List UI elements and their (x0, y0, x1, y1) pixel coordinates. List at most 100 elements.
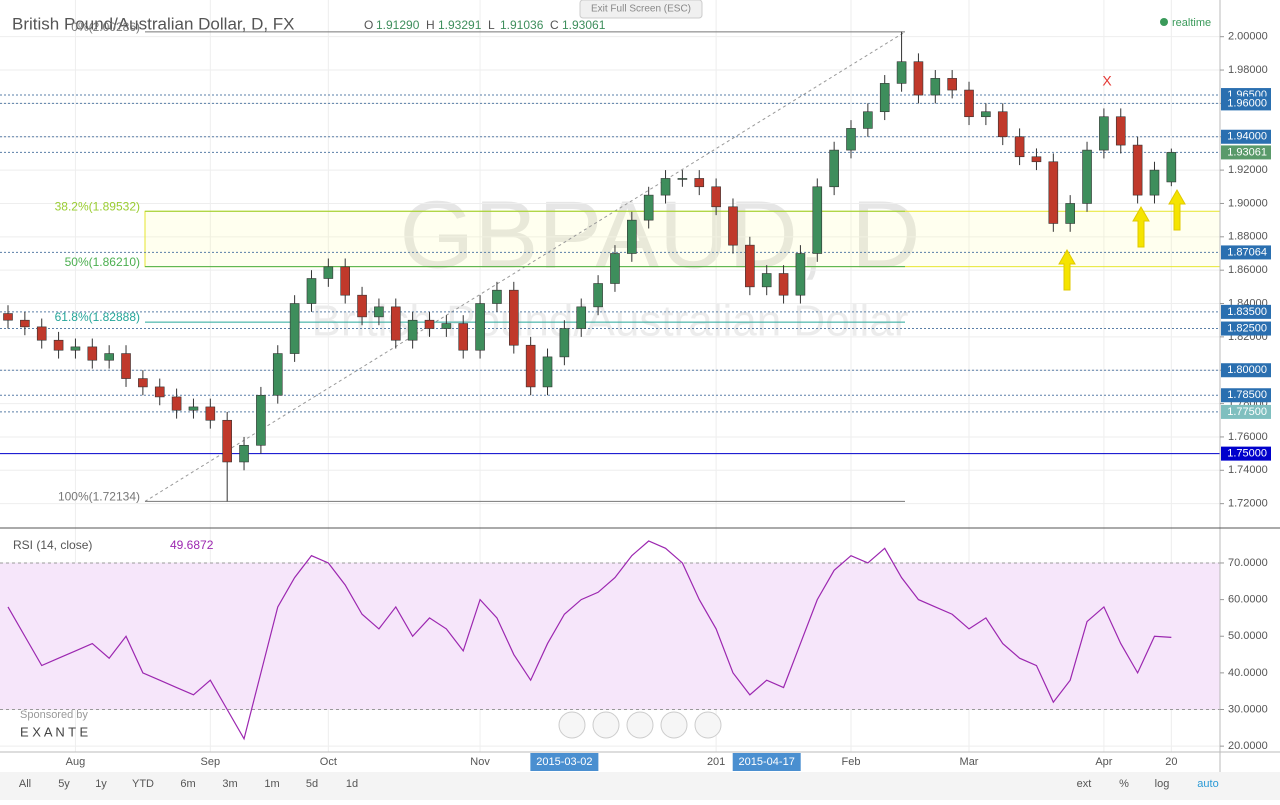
candle-body (593, 283, 603, 308)
toolbar (0, 772, 1280, 800)
y-tick-label: 1.74000 (1228, 464, 1268, 476)
candle-body (1031, 156, 1042, 163)
y-tick-label: 40.0000 (1228, 667, 1268, 679)
fib-label: 61.8%(1.82888) (55, 310, 140, 324)
candle-body (340, 266, 351, 296)
range-button[interactable]: 5y (58, 778, 70, 790)
candle-body (390, 306, 401, 341)
x-tick-label: Sep (201, 756, 221, 768)
candle-body (374, 306, 384, 318)
y-tick-label: 1.88000 (1228, 231, 1268, 243)
candle-body (829, 149, 839, 188)
candle-body (508, 289, 519, 346)
fib-label: 50%(1.86210) (65, 255, 140, 269)
candle-body (475, 303, 485, 351)
candle-body (846, 128, 856, 151)
candle-body (627, 219, 637, 254)
option-button[interactable]: auto (1197, 778, 1218, 790)
range-button[interactable]: 1d (346, 778, 358, 790)
annotation-x: X (1102, 73, 1112, 89)
range-button[interactable]: YTD (132, 778, 154, 790)
scroll-left[interactable] (558, 711, 586, 739)
symbol-title: British Pound/Australian Dollar, D, FX (12, 14, 295, 33)
candle-body (677, 178, 688, 180)
plot (0, 0, 1221, 752)
candle-body (492, 289, 502, 304)
x-tick-label: Nov (470, 756, 490, 768)
candle-body (70, 346, 81, 351)
ohlc-key: C (550, 18, 559, 32)
range-button[interactable]: 6m (180, 778, 195, 790)
candle-body (947, 78, 957, 91)
ohlc-key: O (364, 18, 373, 32)
x-tick-label: Mar (960, 756, 979, 768)
candle-body (879, 83, 890, 113)
candle-body (53, 339, 64, 351)
candle-body (930, 78, 941, 96)
range-button[interactable]: 1y (95, 778, 107, 790)
crosshair-date: 2015-03-02 (536, 756, 592, 768)
candle-body (20, 319, 30, 328)
candle-body (643, 194, 654, 221)
nav-buttons (558, 711, 722, 739)
level-label: 1.96000 (1227, 97, 1267, 109)
level-label-box (1221, 404, 1271, 419)
option-button[interactable]: % (1119, 778, 1129, 790)
candle-body (896, 61, 907, 84)
y-tick-label: 1.90000 (1228, 197, 1268, 209)
candle-body (997, 111, 1008, 138)
candle-body (711, 186, 721, 208)
candle-body (323, 266, 334, 279)
candle-body (154, 386, 165, 398)
fib-label: 38.2%(1.89532) (55, 199, 140, 213)
x-tick-label: Oct (320, 756, 337, 768)
level-label: 1.82500 (1227, 322, 1267, 334)
x-tick-label: Feb (842, 756, 861, 768)
arrow (1132, 205, 1150, 248)
candle-body (795, 253, 806, 296)
y-tick-label: 50.0000 (1228, 630, 1268, 642)
level-label: 1.77500 (1227, 406, 1267, 418)
level-label-box (1221, 145, 1271, 160)
scroll-right[interactable] (694, 711, 722, 739)
candle-body (913, 61, 924, 96)
candle-body (778, 273, 789, 296)
candle-body (87, 346, 98, 361)
zoom-out[interactable] (592, 711, 620, 739)
candle-body (1048, 161, 1059, 224)
y-tick-label: 70.0000 (1228, 557, 1268, 569)
range-button[interactable]: 1m (264, 778, 279, 790)
ohlc-value: 1.91036 (500, 18, 544, 32)
x-tick-label: 201 (707, 756, 725, 768)
option-button[interactable]: ext (1077, 778, 1092, 790)
candle-body (1132, 144, 1143, 196)
level-label-box (1221, 446, 1271, 461)
candle-body (222, 419, 232, 463)
candle-body (121, 353, 131, 379)
level-label: 1.87064 (1227, 246, 1267, 258)
reset[interactable] (626, 711, 654, 739)
candle-body (863, 111, 873, 129)
level-label-box (1221, 388, 1271, 403)
candle-body (964, 89, 974, 118)
exit-fullscreen-button[interactable] (579, 0, 703, 19)
option-button[interactable]: log (1155, 778, 1170, 790)
ohlc-key: L (488, 18, 495, 32)
candle-body (306, 278, 317, 304)
zoom-in[interactable] (660, 711, 688, 739)
range-button[interactable]: 3m (222, 778, 237, 790)
fib-zone (144, 210, 1221, 268)
range-button[interactable]: 5d (306, 778, 318, 790)
level-label-box (1221, 129, 1271, 144)
fib-label: 100%(1.72134) (58, 490, 140, 504)
candle-body (728, 206, 738, 246)
level-label-box (1221, 321, 1271, 336)
range-button[interactable]: All (19, 778, 31, 790)
candle-body (525, 344, 536, 388)
ohlc-value: 1.93291 (438, 18, 482, 32)
crosshair-date-box (530, 753, 599, 771)
candle-body (576, 306, 587, 329)
level-label: 1.80000 (1227, 364, 1267, 376)
ohlc-key: H (426, 18, 435, 32)
level-label-box (1221, 304, 1271, 319)
